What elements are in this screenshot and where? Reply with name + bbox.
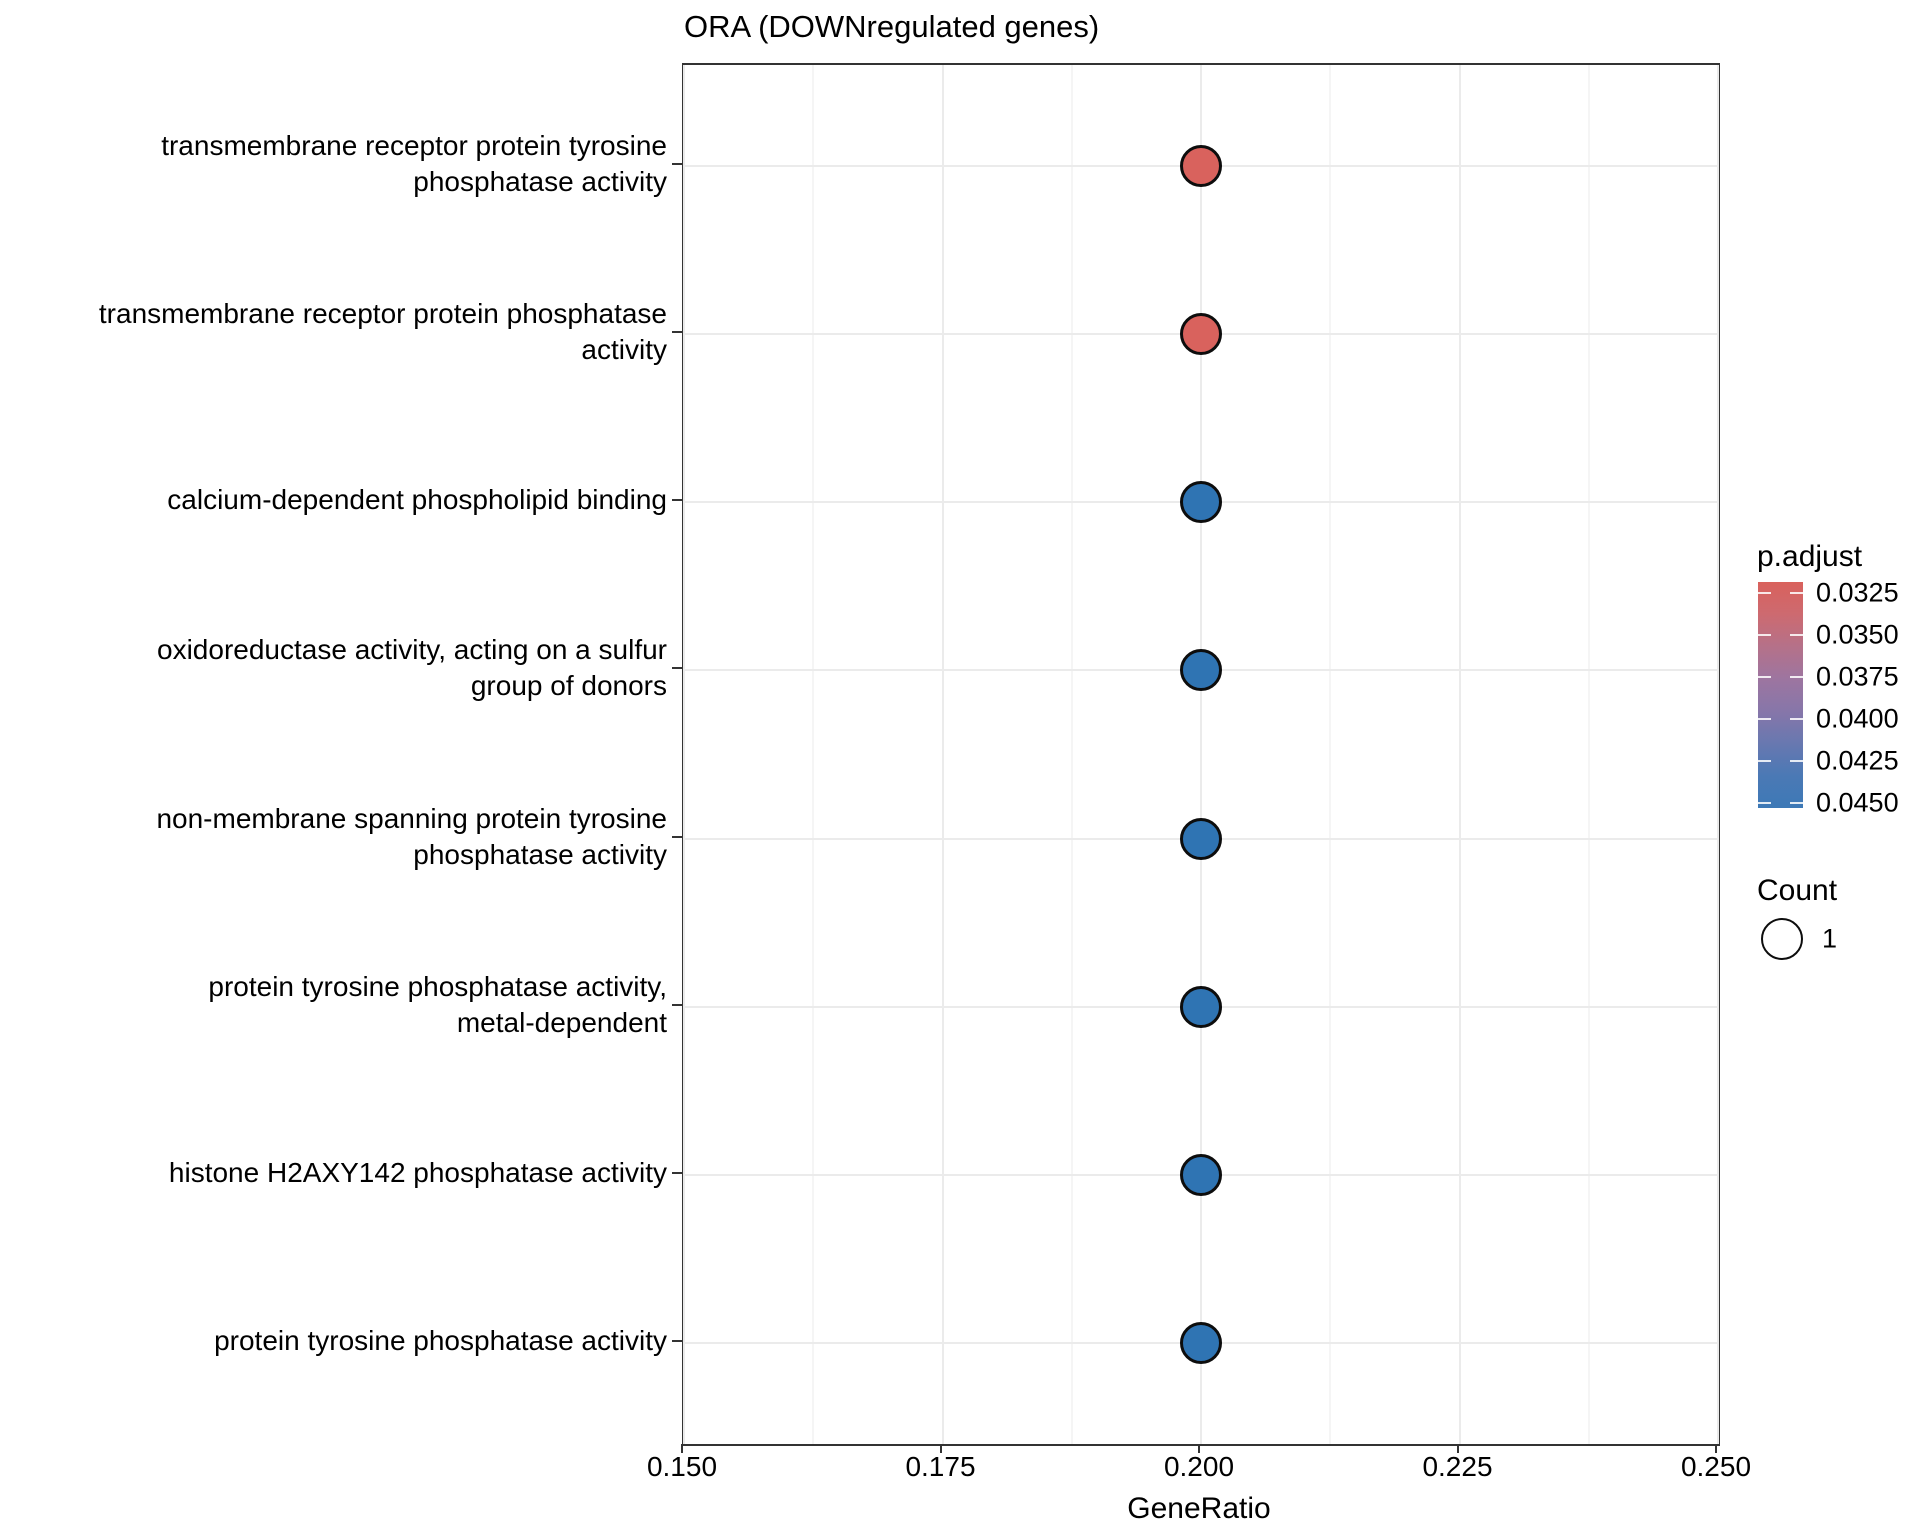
colorbar-tick-mark — [1790, 760, 1803, 762]
y-tick-mark — [672, 1171, 682, 1174]
x-minor-gridline — [1587, 65, 1590, 1444]
x-minor-gridline — [812, 65, 815, 1444]
padjust-tick-label: 0.0400 — [1816, 703, 1899, 734]
x-axis-title: GeneRatio — [1127, 1492, 1271, 1525]
padjust-tick-label: 0.0450 — [1816, 787, 1899, 818]
y-tick-mark — [672, 835, 682, 838]
y-axis-label: oxidoreductase activity, acting on a sul… — [157, 632, 667, 704]
y-tick-mark — [672, 162, 682, 165]
x-tick-mark — [1456, 1444, 1459, 1453]
y-axis-label-line: phosphatase activity — [413, 165, 667, 197]
plot-panel — [682, 63, 1720, 1446]
colorbar-tick-mark — [1758, 676, 1771, 678]
data-point — [1180, 481, 1222, 524]
y-axis-label: transmembrane receptor protein phosphata… — [99, 296, 667, 368]
padjust-tick-label: 0.0325 — [1816, 577, 1899, 608]
colorbar-tick-mark — [1790, 634, 1803, 636]
data-point — [1180, 649, 1222, 692]
y-axis-label-line: protein tyrosine phosphatase activity — [214, 1325, 667, 1357]
padjust-tick-label: 0.0350 — [1816, 619, 1899, 650]
y-axis-label: non-membrane spanning protein tyrosine ph… — [156, 801, 667, 873]
colorbar-tick-mark — [1790, 718, 1803, 720]
padjust-colorbar-icon — [1758, 582, 1803, 808]
y-axis-label-line: group of donors — [470, 670, 667, 702]
colorbar-tick-mark — [1758, 802, 1771, 804]
count-circle-icon — [1761, 918, 1803, 960]
count-item-label: 1 — [1822, 923, 1838, 954]
data-point — [1180, 1153, 1222, 1196]
x-major-gridline — [941, 65, 944, 1444]
x-tick-mark — [681, 1444, 683, 1453]
x-tick-label: 0.200 — [1163, 1451, 1235, 1482]
y-axis-label-line: non-membrane spanning protein tyrosine — [156, 802, 667, 834]
legend-count-title: Count — [1757, 874, 1838, 907]
y-axis-label-line: transmembrane receptor protein tyrosine — [161, 129, 667, 161]
x-major-gridline — [1458, 65, 1461, 1444]
colorbar-tick-mark — [1790, 592, 1803, 594]
y-axis-label: transmembrane receptor protein tyrosine p… — [161, 128, 667, 200]
x-tick-label: 0.225 — [1422, 1451, 1493, 1482]
x-tick-label: 0.250 — [1680, 1451, 1752, 1482]
x-tick-mark — [1198, 1444, 1200, 1453]
data-point — [1180, 144, 1222, 187]
x-major-gridline — [1200, 65, 1202, 1444]
y-axis-label-line: phosphatase activity — [413, 838, 667, 870]
y-axis-label-line: protein tyrosine phosphatase activity, — [208, 970, 667, 1002]
colorbar-tick-mark — [1758, 634, 1771, 636]
x-major-gridline — [1717, 65, 1719, 1444]
data-point — [1180, 985, 1222, 1028]
padjust-tick-label: 0.0425 — [1816, 745, 1899, 776]
y-axis-label: protein tyrosine phosphatase activity, me… — [208, 969, 667, 1041]
y-axis-label-line: metal-dependent — [456, 1006, 667, 1038]
y-tick-mark — [672, 1340, 682, 1343]
colorbar-tick-mark — [1790, 676, 1803, 678]
colorbar-tick-mark — [1758, 718, 1771, 720]
y-axis-label-line: calcium-dependent phospholipid binding — [167, 484, 667, 516]
x-minor-gridline — [1329, 65, 1332, 1444]
x-major-gridline — [683, 65, 685, 1444]
y-axis-label: histone H2AXY142 phosphatase activity — [169, 1155, 667, 1191]
data-point — [1180, 1322, 1222, 1365]
x-tick-label: 0.175 — [905, 1451, 976, 1482]
padjust-tick-label: 0.0375 — [1816, 661, 1899, 692]
colorbar-tick-mark — [1790, 802, 1803, 804]
data-point — [1180, 313, 1222, 356]
y-axis-label-line: histone H2AXY142 phosphatase activity — [168, 1156, 667, 1188]
colorbar-tick-mark — [1758, 760, 1771, 762]
y-axis-label-line: transmembrane receptor protein phosphata… — [98, 298, 667, 330]
y-tick-mark — [672, 331, 682, 334]
x-tick-label: 0.150 — [646, 1451, 718, 1482]
x-tick-mark — [1715, 1444, 1717, 1453]
plot-title: ORA (DOWNregulated genes) — [684, 9, 1100, 44]
colorbar-tick-mark — [1758, 592, 1771, 594]
y-axis-label: protein tyrosine phosphatase activity — [214, 1323, 667, 1359]
y-tick-mark — [672, 499, 682, 502]
x-minor-gridline — [1070, 65, 1073, 1444]
legend-padjust-title: p.adjust — [1757, 540, 1863, 573]
y-axis-label: calcium-dependent phospholipid binding — [167, 482, 667, 518]
y-axis-label-line: oxidoreductase activity, acting on a sul… — [157, 634, 667, 666]
data-point — [1180, 817, 1222, 860]
y-tick-mark — [672, 1003, 682, 1006]
y-axis-label-line: activity — [581, 334, 667, 366]
x-tick-mark — [939, 1444, 942, 1453]
y-tick-mark — [672, 667, 682, 670]
